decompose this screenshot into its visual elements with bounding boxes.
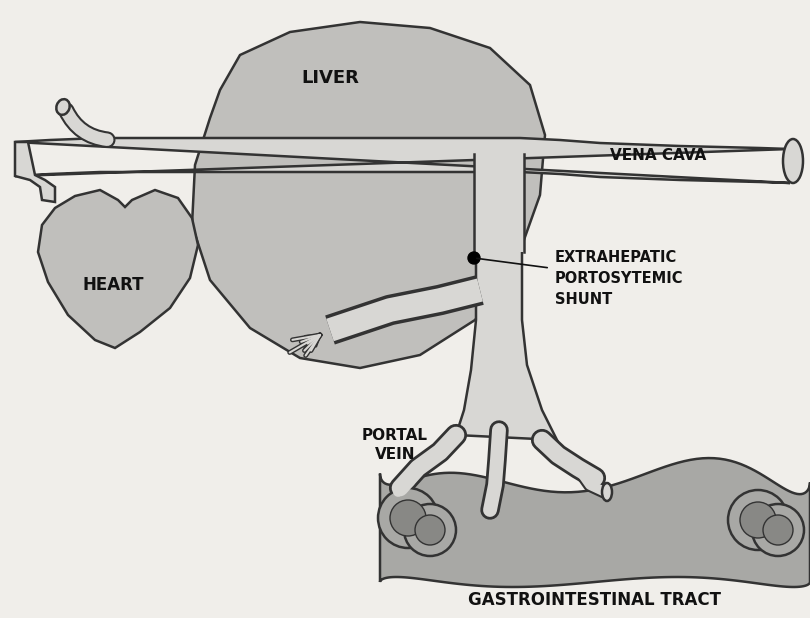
Text: LIVER: LIVER — [301, 69, 359, 87]
Text: VENA CAVA: VENA CAVA — [610, 148, 706, 163]
Text: HEART: HEART — [83, 276, 143, 294]
Circle shape — [415, 515, 445, 545]
Ellipse shape — [783, 139, 803, 183]
Text: EXTRAHEPATIC
PORTOSYTEMIC
SHUNT: EXTRAHEPATIC PORTOSYTEMIC SHUNT — [555, 250, 684, 307]
Circle shape — [763, 515, 793, 545]
Polygon shape — [15, 138, 790, 183]
Polygon shape — [38, 190, 198, 348]
Circle shape — [728, 490, 788, 550]
Polygon shape — [15, 142, 55, 202]
Polygon shape — [192, 22, 545, 368]
Circle shape — [378, 488, 438, 548]
Circle shape — [404, 504, 456, 556]
Text: GASTROINTESTINAL TRACT: GASTROINTESTINAL TRACT — [468, 591, 722, 609]
Circle shape — [468, 252, 480, 264]
Text: PORTAL
VEIN: PORTAL VEIN — [362, 428, 428, 462]
Circle shape — [740, 502, 776, 538]
Polygon shape — [474, 154, 524, 252]
Ellipse shape — [602, 483, 612, 501]
Polygon shape — [380, 458, 810, 587]
Circle shape — [390, 500, 426, 536]
Circle shape — [752, 504, 804, 556]
Ellipse shape — [57, 99, 70, 115]
Polygon shape — [456, 155, 557, 440]
